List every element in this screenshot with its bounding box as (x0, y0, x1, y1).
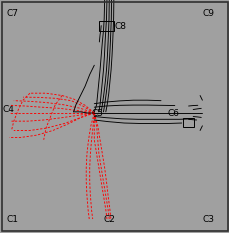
Text: C8: C8 (114, 22, 126, 31)
Text: C6: C6 (167, 109, 179, 117)
Text: C3: C3 (202, 215, 213, 223)
Text: C9: C9 (202, 10, 213, 18)
Text: C5: C5 (92, 109, 104, 117)
Bar (182, 118, 194, 127)
Text: C4: C4 (2, 105, 14, 114)
Bar (98, 21, 113, 31)
Text: C7: C7 (7, 10, 19, 18)
Text: C2: C2 (103, 215, 115, 223)
Text: C1: C1 (7, 215, 19, 223)
